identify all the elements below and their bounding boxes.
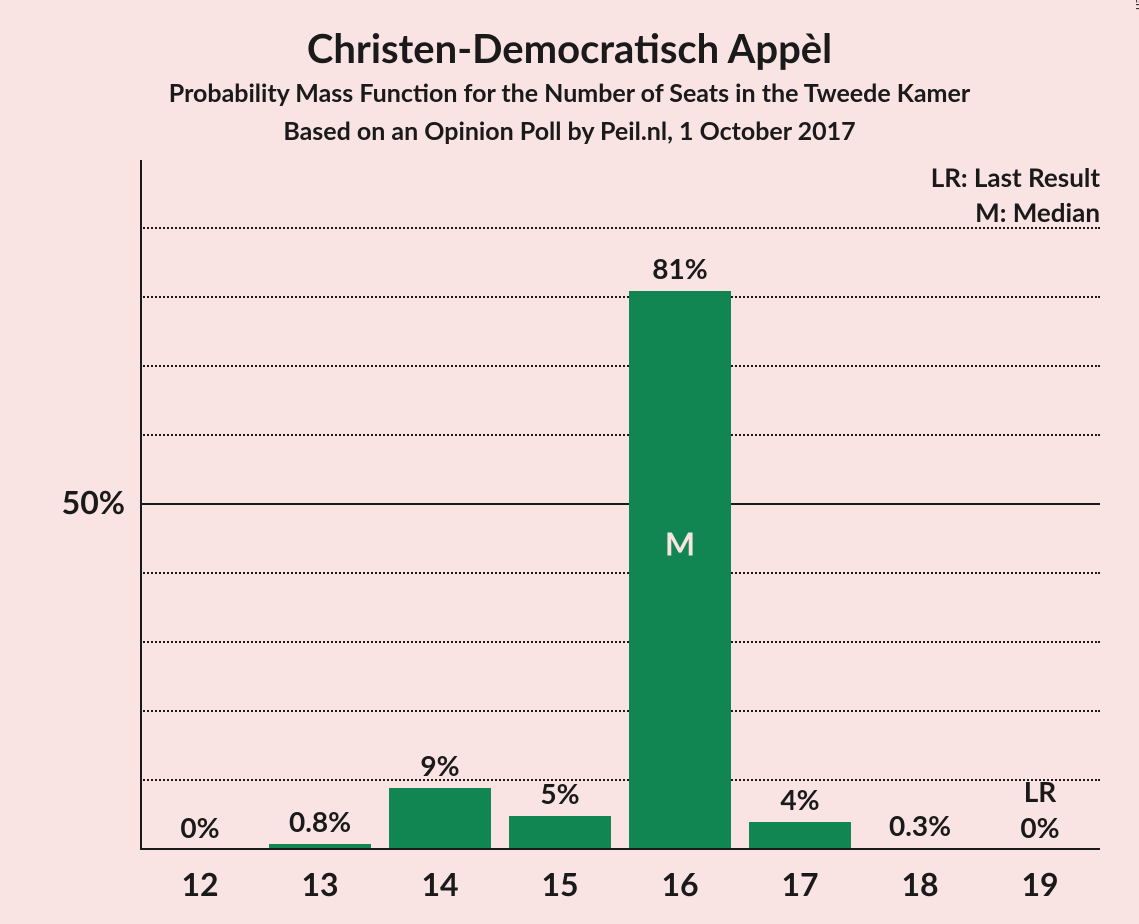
y-axis — [140, 160, 142, 850]
gridline-minor — [140, 434, 1100, 436]
legend-lr: LR: Last Result — [931, 160, 1100, 195]
gridline-minor — [140, 779, 1100, 781]
chart-subtitle-1: Probability Mass Function for the Number… — [0, 78, 1139, 108]
x-axis — [140, 848, 1100, 850]
plot-area: LR: Last Result M: Median 50%0%120.8%139… — [140, 160, 1100, 850]
legend-m: M: Median — [931, 195, 1100, 230]
bar-value-label: 81% — [652, 251, 707, 285]
bar — [749, 822, 851, 850]
bar — [389, 788, 491, 850]
bar-value-label: 5% — [540, 776, 579, 810]
x-tick-label: 17 — [781, 864, 818, 903]
bar — [509, 816, 611, 851]
x-tick-label: 13 — [301, 864, 338, 903]
x-tick-label: 18 — [901, 864, 938, 903]
bar-value-label: 4% — [780, 782, 819, 816]
x-tick-label: 14 — [421, 864, 458, 903]
x-tick-label: 19 — [1021, 864, 1058, 903]
bar — [629, 291, 731, 850]
bar-value-label: 0.8% — [289, 804, 351, 838]
last-result-label: LR — [1024, 774, 1057, 808]
gridline-minor — [140, 365, 1100, 367]
gridline-minor — [140, 227, 1100, 229]
chart-title: Christen-Democratisch Appèl — [0, 24, 1139, 72]
gridline-minor — [140, 572, 1100, 574]
chart-subtitle-2: Based on an Opinion Poll by Peil.nl, 1 O… — [0, 116, 1139, 146]
bar-value-label: 0% — [1020, 810, 1059, 844]
gridline-minor — [140, 641, 1100, 643]
gridline-major — [140, 503, 1100, 505]
gridline-minor — [140, 710, 1100, 712]
x-tick-label: 15 — [541, 864, 578, 903]
median-label: M — [665, 523, 695, 562]
y-tick-label: 50% — [45, 482, 125, 521]
gridline-minor — [140, 296, 1100, 298]
x-tick-label: 16 — [661, 864, 698, 903]
x-tick-label: 12 — [181, 864, 218, 903]
bar-value-label: 9% — [420, 748, 459, 782]
copyright-text: © 2020 Filip van Laenen — [1133, 0, 1139, 10]
legend: LR: Last Result M: Median — [931, 160, 1100, 230]
chart-canvas: Christen-Democratisch Appèl Probability … — [0, 0, 1139, 924]
bar-value-label: 0% — [180, 810, 219, 844]
bar-value-label: 0.3% — [889, 808, 951, 842]
